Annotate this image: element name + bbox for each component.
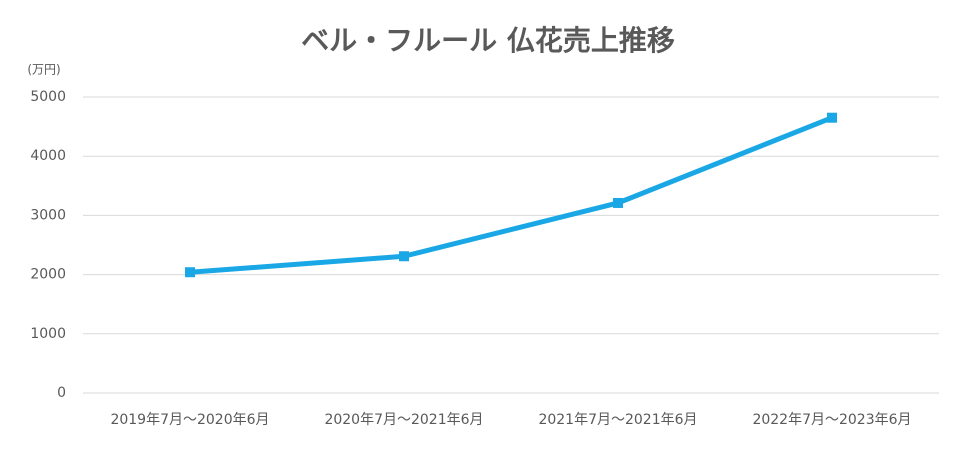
line-marker: [399, 251, 409, 262]
chart-title: ベル・フルール 仏花売上推移: [301, 24, 675, 57]
y-tick-label: 2000: [30, 267, 66, 283]
x-tick-label: 2020年7月～2021年6月: [324, 412, 483, 428]
line-series: [189, 115, 833, 275]
y-tick-label: 1000: [30, 326, 66, 342]
y-axis-unit: (万円): [27, 63, 60, 77]
y-tick-label: 3000: [30, 207, 66, 223]
x-tick-label: 2021年7月～2021年6月: [538, 412, 697, 428]
line-marker: [185, 267, 195, 278]
y-tick-label: 5000: [30, 89, 66, 105]
line-marker: [613, 197, 623, 208]
x-tick-label: 2022年7月～2023年6月: [752, 412, 911, 428]
line-marker: [827, 112, 837, 123]
y-tick-label: 0: [57, 385, 66, 401]
y-tick-label: 4000: [30, 148, 66, 164]
x-tick-label: 2019年7月～2020年6月: [110, 412, 269, 428]
